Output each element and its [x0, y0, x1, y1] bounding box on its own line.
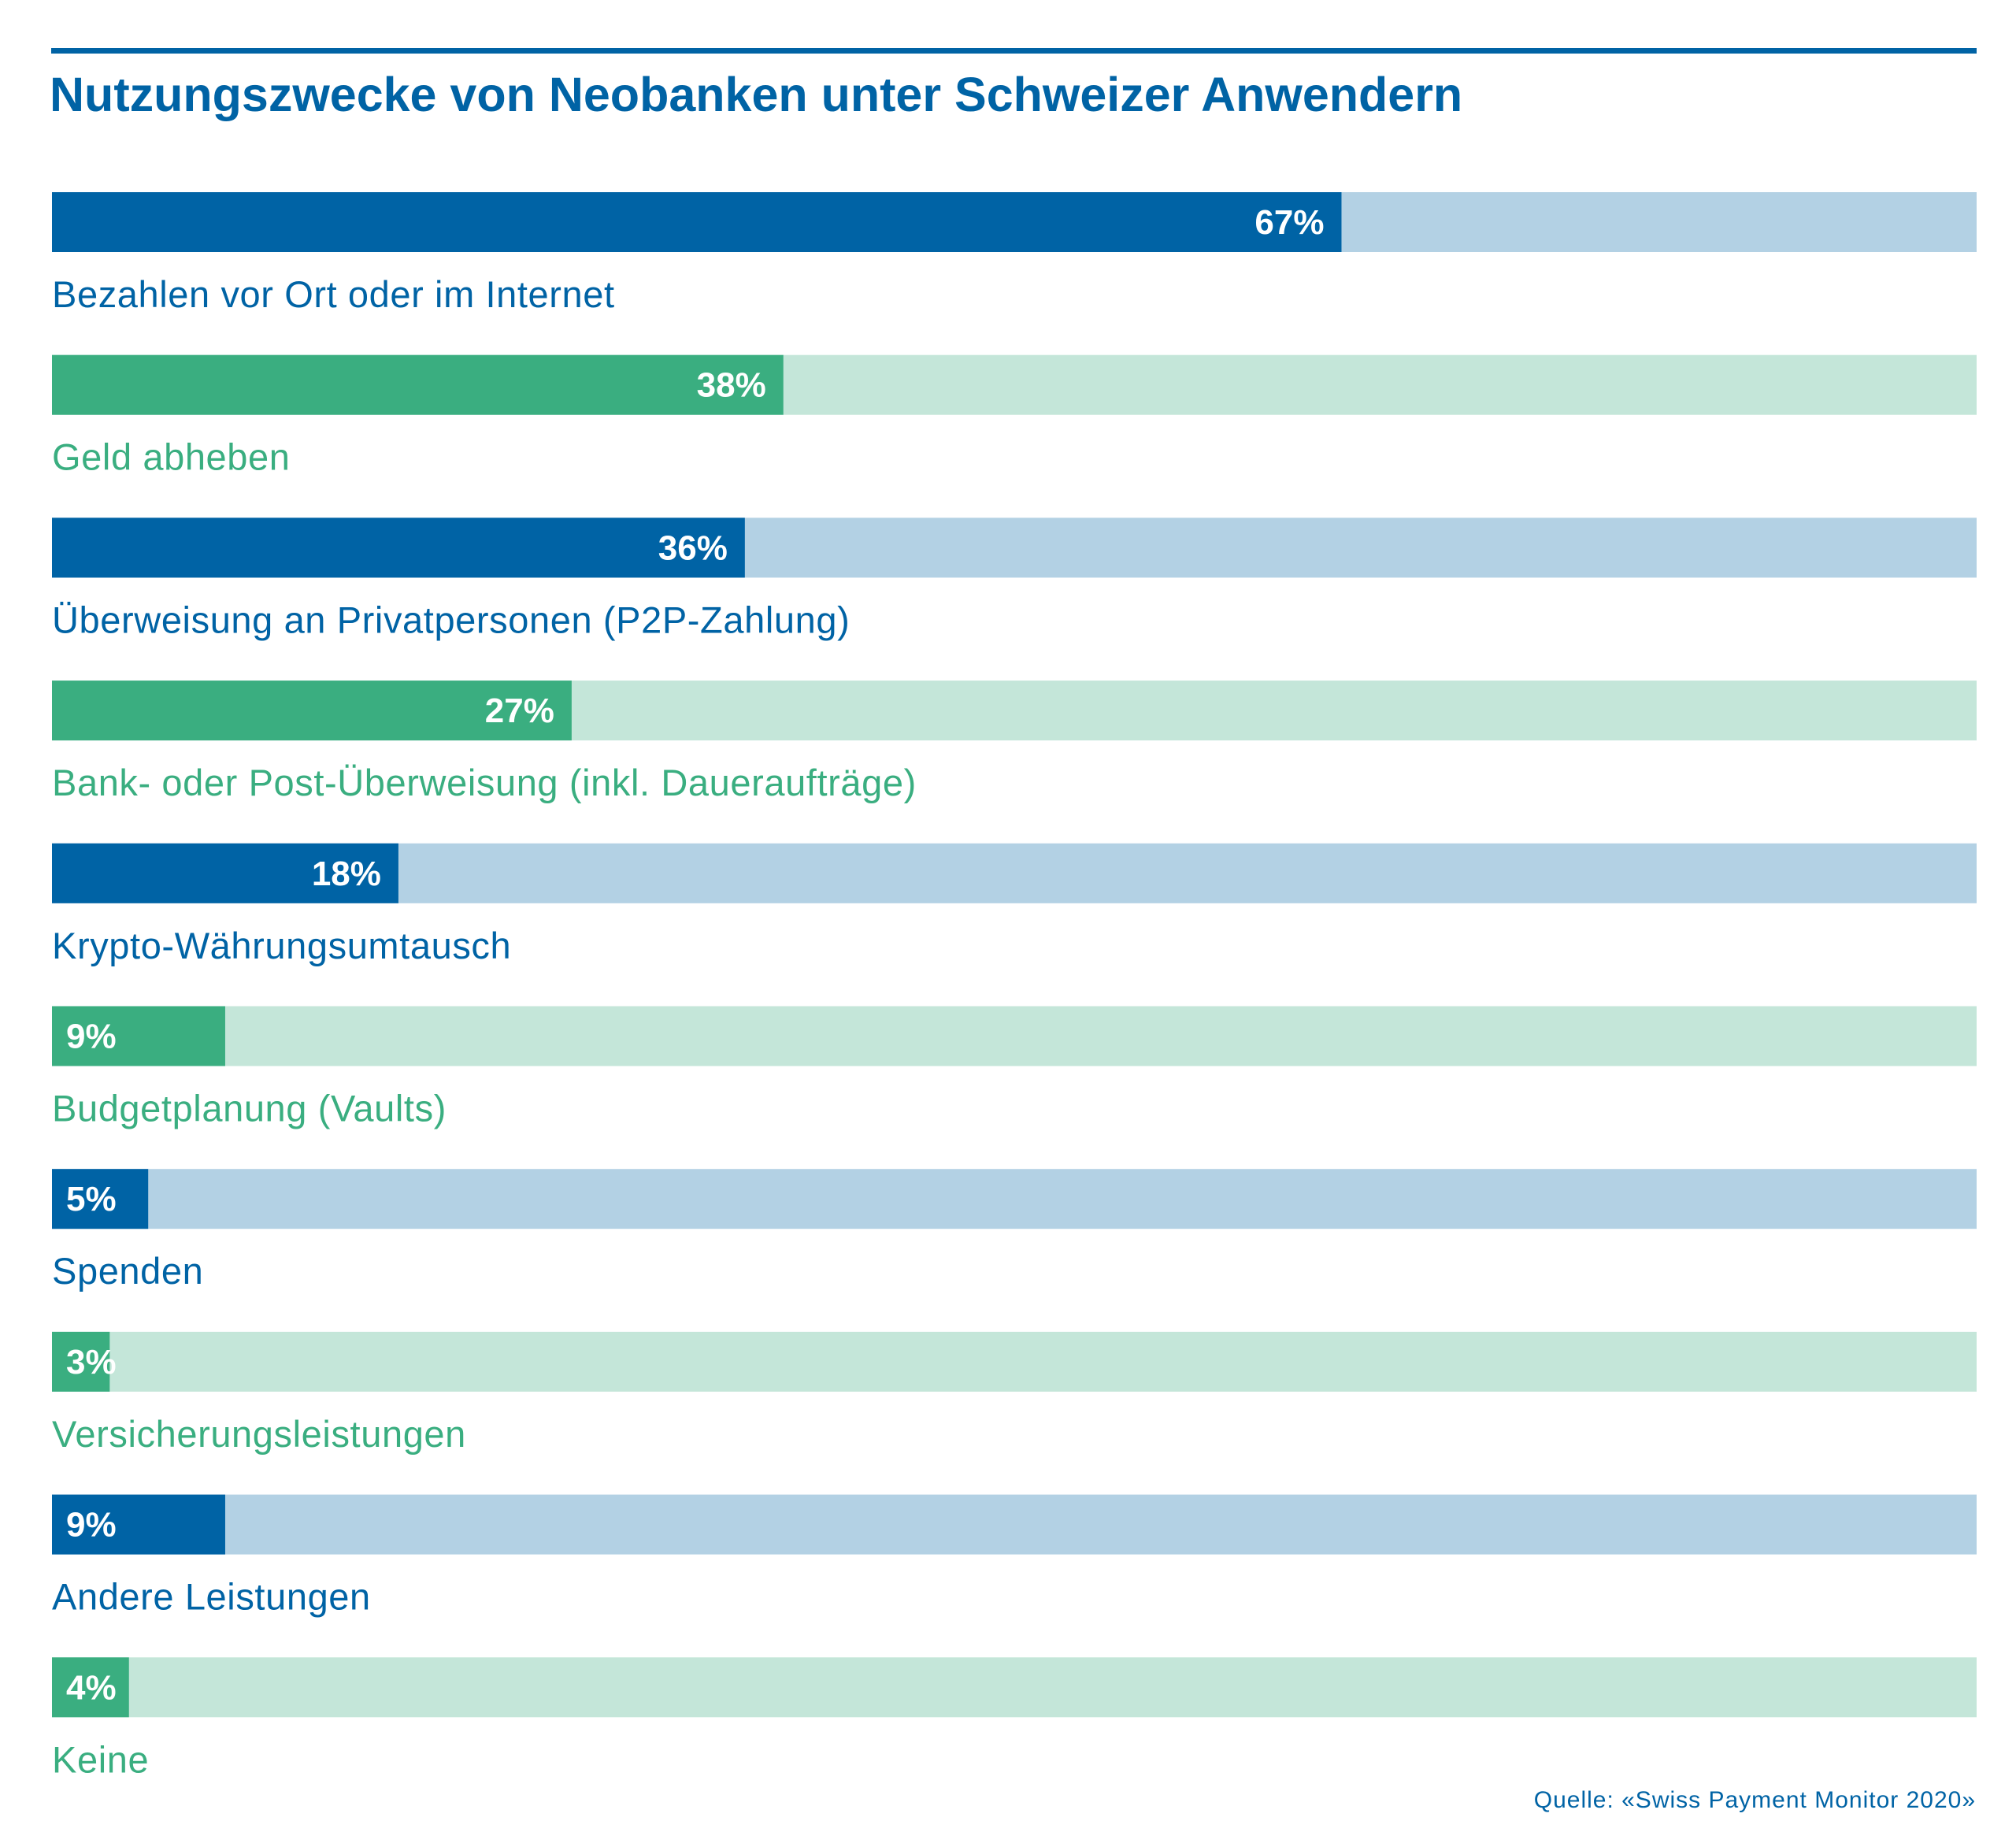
value-label: 67% — [1254, 203, 1324, 242]
bar — [52, 1494, 225, 1555]
value-label: 36% — [658, 528, 728, 567]
category-label: Geld abheben — [52, 436, 291, 478]
source-note: Quelle: «Swiss Payment Monitor 2020» — [1533, 1787, 1976, 1813]
bar-group: 3% Versicherungsleistungen — [52, 1331, 1977, 1455]
bar-track — [52, 1169, 1977, 1229]
category-label: Krypto-Währungsumtausch — [52, 925, 511, 966]
bar-track — [52, 1494, 1977, 1555]
bar — [52, 1331, 110, 1392]
bar-group: 67% Bezahlen vor Ort oder im Internet — [52, 192, 1977, 315]
value-label: 38% — [697, 366, 766, 405]
value-label: 5% — [66, 1180, 117, 1218]
category-label: Bezahlen vor Ort oder im Internet — [52, 273, 615, 315]
bar — [52, 1169, 149, 1229]
bar-group: 18% Krypto-Währungsumtausch — [52, 843, 1977, 966]
category-label: Versicherungsleistungen — [52, 1413, 466, 1455]
bar-group: 4% Keine — [52, 1657, 1977, 1780]
category-label: Andere Leistungen — [52, 1576, 371, 1618]
category-label: Spenden — [52, 1250, 203, 1292]
category-label: Bank- oder Post-Überweisung (inkl. Dauer… — [52, 762, 917, 803]
category-label: Keine — [52, 1738, 149, 1780]
category-label: Überweisung an Privatpersonen (P2P-Zahlu… — [52, 599, 850, 640]
bar — [52, 192, 1342, 252]
bar-group: 9% Budgetplanung (Vaults) — [52, 1006, 1977, 1129]
value-label: 9% — [66, 1506, 117, 1545]
bar — [52, 843, 398, 903]
value-label: 4% — [66, 1668, 117, 1707]
bar — [52, 1657, 129, 1718]
value-label: 18% — [312, 855, 381, 893]
bar-group: 27% Bank- oder Post-Überweisung (inkl. Da… — [52, 681, 1977, 803]
bar-track — [52, 1331, 1977, 1392]
bar-track — [52, 1006, 1977, 1066]
chart-title: Nutzungszwecke von Neobanken unter Schwe… — [50, 68, 1463, 121]
bar-group: 5% Spenden — [52, 1169, 1977, 1292]
bar-group: 38% Geld abheben — [52, 354, 1977, 478]
bar-track — [52, 1657, 1977, 1718]
bar — [52, 517, 745, 578]
category-label: Budgetplanung (Vaults) — [52, 1088, 447, 1129]
top-rule — [51, 48, 1977, 54]
value-label: 9% — [66, 1018, 117, 1056]
bar — [52, 1006, 225, 1066]
bar-group: 36% Überweisung an Privatpersonen (P2P-Za… — [52, 517, 1977, 640]
bar — [52, 354, 784, 415]
bar-group: 9% Andere Leistungen — [52, 1494, 1977, 1618]
value-label: 3% — [66, 1343, 117, 1381]
value-label: 27% — [485, 692, 554, 730]
bar — [52, 681, 572, 741]
